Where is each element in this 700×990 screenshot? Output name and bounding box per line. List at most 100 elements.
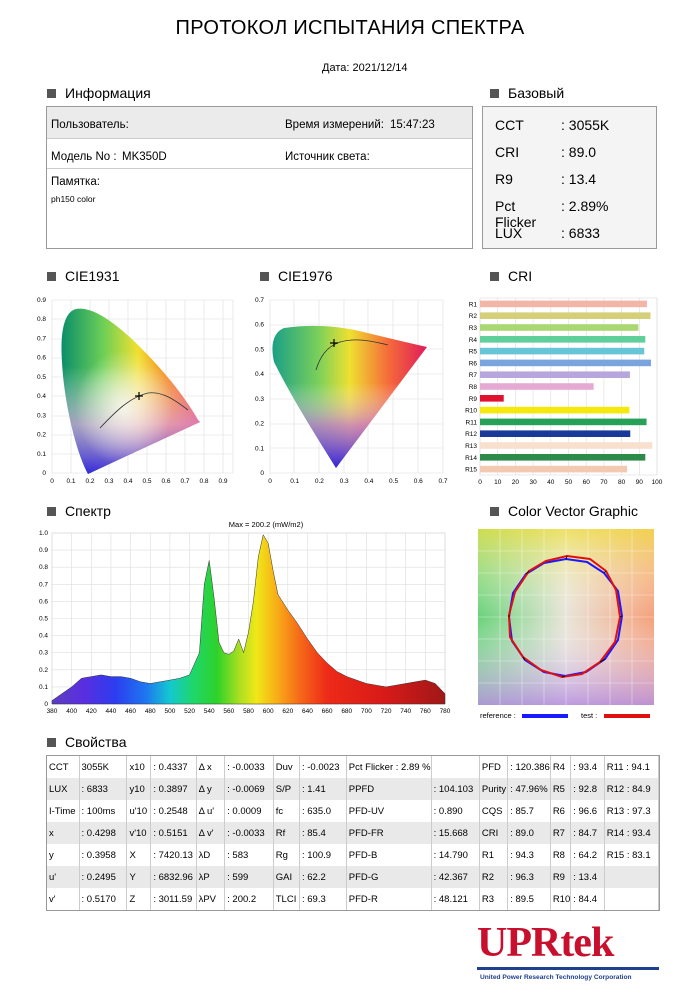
- properties-cell: v'10: [126, 822, 152, 844]
- properties-cell: λP: [196, 866, 226, 888]
- section-props-header: Свойства: [47, 734, 126, 750]
- properties-cell: : 7420.13: [150, 844, 197, 866]
- spectrum-area: [51, 534, 446, 705]
- cri-bar-r1: [480, 300, 647, 308]
- cri-category-label: R14: [465, 455, 477, 462]
- cri-category-label: R6: [469, 360, 478, 367]
- properties-cell: Rg: [273, 844, 300, 866]
- properties-cell: Purity: [479, 778, 509, 800]
- axis-tick-label: 0.4: [37, 393, 46, 400]
- memo-value: ph150 color: [51, 194, 96, 204]
- cri-category-label: R7: [469, 372, 478, 379]
- cie1931-chart: 0 0.1 0.2 0.3 0.4 0.5 0.6 0.7 0.8 0.9 00.10.20.30…: [37, 297, 234, 485]
- spectrum-x-tick-label: 380: [47, 708, 58, 715]
- spectrum-x-tick-label: 720: [381, 708, 392, 715]
- cri-x-ticks: 0 10 20 30 40 50 60 70 80 90 100: [478, 479, 663, 486]
- section-basic-header: Базовый: [490, 85, 564, 101]
- info-box: Пользователь: Время измерений: 15:47:23 …: [46, 106, 473, 249]
- properties-cell: v': [47, 888, 80, 910]
- bullet-square-icon: [490, 271, 499, 281]
- logo-subtitle: United Power Research Technology Corpora…: [480, 974, 632, 981]
- properties-cell: : 94.3: [507, 844, 551, 866]
- properties-cell: : 0.0009: [224, 800, 274, 822]
- properties-cell: R9: [550, 866, 572, 888]
- spectrum-x-tick-label: 740: [400, 708, 411, 715]
- properties-cell: : 64.2: [570, 844, 605, 866]
- properties-cell: : 6832.96: [150, 866, 197, 888]
- cri-bar-r13: [480, 442, 653, 449]
- properties-cell: PFD-G: [346, 866, 432, 888]
- properties-cell: : 84.7: [570, 822, 605, 844]
- properties-cell: : 85.7: [507, 800, 551, 822]
- axis-tick-label: 0: [42, 470, 46, 477]
- cri-x-tick-label: 50: [565, 479, 573, 486]
- source-label: Источник света:: [285, 151, 370, 163]
- cie1931-white-overlay: [61, 308, 200, 474]
- axis-tick-label: 0.7: [438, 478, 447, 485]
- cie1976-planckian-locus: [315, 339, 389, 371]
- basic-key: CCT: [495, 117, 524, 133]
- cri-category-label: R13: [465, 443, 477, 450]
- cri-x-tick-label: 100: [652, 479, 663, 486]
- cvg-grid: [478, 529, 654, 705]
- axis-tick-label: 0.7: [37, 335, 46, 342]
- properties-cell: Δ v': [196, 822, 226, 844]
- cvg-legend-test-label: test :: [581, 711, 598, 720]
- properties-cell: LUX: [47, 778, 80, 800]
- cri-category-label: R3: [469, 325, 478, 332]
- properties-cell: : 120.386: [507, 756, 551, 778]
- spectrum-y-tick-label: 0.3: [39, 650, 48, 657]
- spectrum-x-tick-label: 700: [361, 708, 372, 715]
- properties-cell: R10: [550, 888, 572, 910]
- properties-cell: : 13.4: [570, 866, 605, 888]
- properties-cell: : 0.5170: [79, 888, 128, 910]
- spectrum-x-tick-label: 420: [86, 708, 97, 715]
- cri-x-tick-label: 60: [583, 479, 591, 486]
- properties-cell: : 47.96%: [507, 778, 551, 800]
- axis-tick-label: 0.8: [37, 316, 46, 323]
- cri-bar-r4: [480, 335, 646, 343]
- basic-value: : 89.0: [561, 144, 597, 160]
- axis-tick-label: 0.1: [37, 451, 46, 458]
- properties-cell: : 100.9: [299, 844, 347, 866]
- properties-cell: Rf: [273, 822, 300, 844]
- properties-cell: : 0.3958: [79, 844, 128, 866]
- spectrum-x-tick-label: 440: [106, 708, 117, 715]
- spectrum-x-tick-label: 540: [204, 708, 215, 715]
- axis-tick-label: 0: [260, 470, 264, 477]
- cvg-legend-reference-swatch: [522, 714, 568, 718]
- axis-tick-label: 0.9: [218, 478, 227, 485]
- section-cie1931-header: CIE1931: [47, 268, 119, 284]
- properties-cell: R5: [550, 778, 572, 800]
- properties-cell: [604, 866, 660, 888]
- axis-tick-label: 0.9: [37, 297, 46, 304]
- axis-tick-label: 0.1: [255, 445, 264, 452]
- basic-value: : 2.89%: [561, 198, 609, 214]
- info-row-model: Модель No : MK350D Источник света:: [47, 138, 472, 169]
- cie1976-y-ticks: 0 0.1 0.2 0.3 0.4 0.5 0.6 0.7: [255, 297, 264, 477]
- spectrum-max-label: Max = 200.2 (mW/m2): [229, 520, 304, 529]
- cri-bar-r2: [480, 312, 651, 320]
- spectrum-chart: Max = 200.2 (mW/m2) 380 400 420 440 460 480 50…: [39, 520, 451, 715]
- properties-cell: : 62.2: [299, 866, 347, 888]
- section-cvg-label: Color Vector Graphic: [508, 503, 638, 519]
- spectrum-y-tick-label: 0.1: [39, 684, 48, 691]
- properties-cell: 3055K: [79, 756, 128, 778]
- spectrum-y-tick-label: 0.5: [39, 616, 48, 623]
- cri-bar-r6: [480, 359, 651, 367]
- axis-tick-label: 0.5: [142, 478, 151, 485]
- properties-cell: : 92.8: [570, 778, 605, 800]
- properties-cell: R14 : 93.4: [604, 822, 660, 844]
- properties-cell: y10: [126, 778, 152, 800]
- time-value: 15:47:23: [390, 119, 435, 131]
- spectrum-y-tick-label: 1.0: [39, 530, 48, 537]
- cri-bar-r9: [480, 394, 504, 402]
- report-title: ПРОТОКОЛ ИСПЫТАНИЯ СПЕКТРА: [175, 17, 525, 39]
- uprtek-logo: UPRtek United Power Research Technology …: [477, 920, 667, 984]
- axis-tick-label: 0.5: [255, 346, 264, 353]
- logo-wordmark: UPRtek: [477, 920, 614, 966]
- cri-category-label: R15: [465, 467, 477, 474]
- cri-category-labels: R1 R2 R3 R4 R5 R6 R7 R8 R9 R10 R11 R12 R13 R14 R15: [465, 301, 477, 473]
- section-info-label: Информация: [65, 85, 151, 101]
- properties-cell: : 200.2: [224, 888, 274, 910]
